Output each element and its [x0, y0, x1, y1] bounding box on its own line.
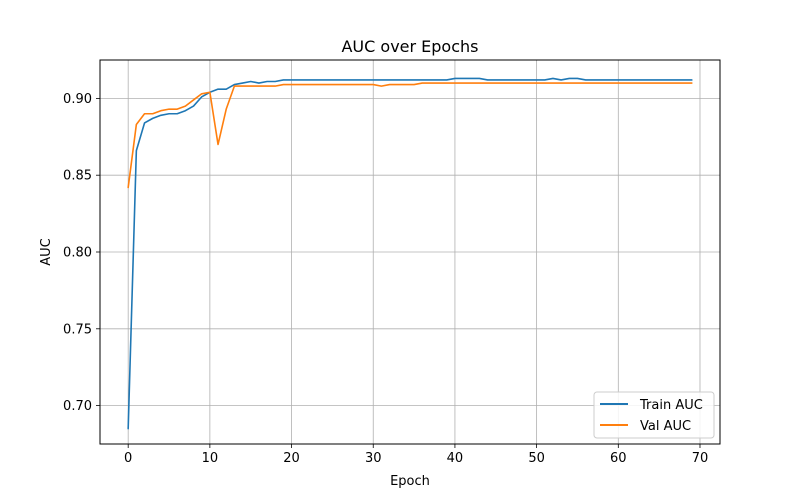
x-tick-label: 70 [692, 451, 709, 466]
legend: Train AUC Val AUC [593, 391, 715, 439]
axis-ticks: 0 10 20 30 40 50 60 70 0.70 0.75 0.80 0.85 0.90 [63, 92, 708, 466]
series-layer [127, 77, 693, 430]
x-tick-label: 50 [528, 451, 545, 466]
grid [100, 60, 720, 444]
y-tick-label: 0.80 [63, 246, 92, 261]
y-tick-label: 0.70 [63, 399, 92, 414]
series-line-val-auc [127, 82, 693, 189]
x-axis-label: Epoch [390, 474, 430, 489]
y-tick-label: 0.75 [63, 322, 92, 337]
chart-title: AUC over Epochs [341, 37, 478, 56]
x-tick-label: 60 [610, 451, 627, 466]
x-tick-label: 20 [283, 451, 300, 466]
x-tick-label: 40 [447, 451, 464, 466]
series-line-train-auc [127, 77, 693, 430]
legend-label-val: Val AUC [640, 419, 691, 434]
x-tick-label: 0 [124, 451, 132, 466]
y-axis-label: AUC [39, 238, 54, 266]
y-tick-label: 0.85 [63, 169, 92, 184]
y-tick-label: 0.90 [63, 92, 92, 107]
x-tick-label: 10 [202, 451, 219, 466]
legend-label-train: Train AUC [639, 398, 703, 413]
x-tick-label: 30 [365, 451, 382, 466]
